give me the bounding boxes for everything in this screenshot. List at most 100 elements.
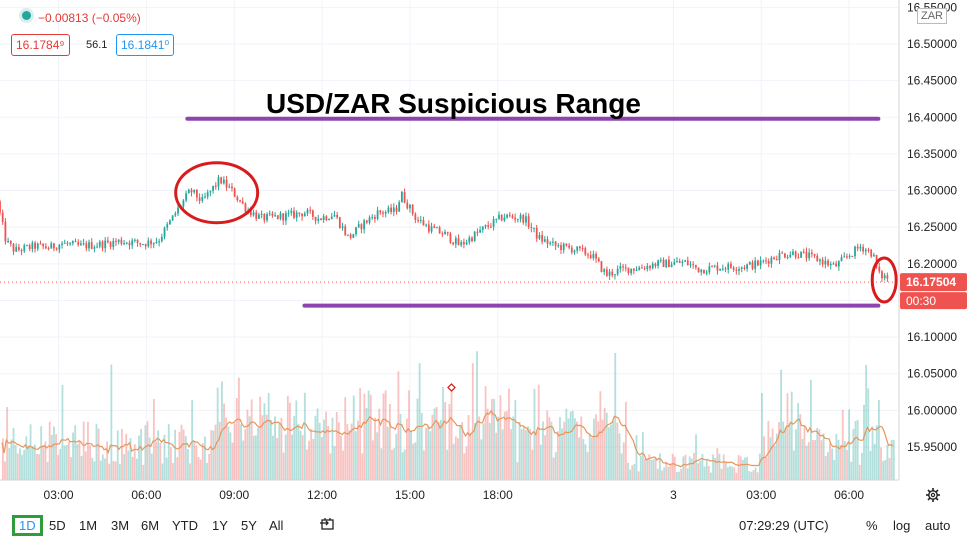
candle-body	[71, 241, 74, 244]
timeframe-6m[interactable]: 6M	[141, 518, 160, 533]
candle-body	[627, 267, 630, 274]
candle-body	[541, 235, 544, 242]
timeframe-5y[interactable]: 5Y	[241, 518, 257, 533]
volume-bar	[216, 387, 219, 480]
candle-body	[26, 245, 28, 247]
candle-body	[341, 226, 344, 228]
volume-bar	[595, 414, 598, 480]
time-axis[interactable]: 03:00 06:00 09:00 12:00 15:00 18:00 3 03:00 06:0…	[44, 488, 865, 502]
candle-body	[214, 185, 217, 187]
candle-body	[285, 213, 287, 221]
volume-bar	[820, 440, 823, 480]
volume-bar	[639, 455, 642, 480]
timeframe-1d[interactable]: 1D	[12, 515, 43, 536]
volume-bar	[654, 457, 657, 480]
current-price-label-bg	[900, 273, 967, 292]
volume-bar	[499, 395, 502, 480]
volume-bar	[520, 429, 523, 480]
candle-body	[263, 213, 266, 221]
candle-body	[740, 267, 743, 269]
volume-bar	[144, 425, 147, 480]
timeframe-all[interactable]: All	[269, 518, 284, 533]
volume-bar	[563, 421, 566, 480]
volume-bar	[55, 434, 57, 480]
gear-icon[interactable]	[925, 487, 941, 508]
bid-price-box[interactable]: 16.1784⁹	[11, 34, 70, 56]
candle-body	[290, 210, 293, 213]
volume-bar	[463, 453, 466, 480]
volume-bar	[344, 397, 347, 480]
bottom-toolbar: 1D 5D 1M 3M 6M YTD 1Y 5Y All 07:29:29 (U…	[0, 510, 967, 537]
volume-bar	[99, 460, 102, 480]
candle-body	[58, 244, 61, 250]
volume-bar	[388, 403, 391, 480]
candle-body	[392, 207, 395, 213]
volume-bar	[208, 453, 211, 480]
price-labels: 16.17504 00:30	[900, 273, 967, 310]
volume-bar	[442, 387, 444, 480]
candle-body	[686, 260, 689, 265]
volume-bar	[718, 453, 721, 480]
volume-bar	[422, 450, 425, 480]
volume-bar	[12, 427, 15, 480]
candle-body	[859, 246, 862, 249]
candle-body	[508, 214, 511, 216]
candle-body	[163, 227, 166, 237]
volume-bar	[246, 409, 249, 480]
volume-bar	[790, 391, 793, 480]
volume-bar	[607, 427, 610, 480]
timeframe-3m[interactable]: 3M	[111, 518, 130, 533]
candle-body	[9, 240, 12, 244]
candle-body	[762, 260, 765, 262]
volume-bar	[818, 429, 821, 480]
ask-price-box[interactable]: 16.1841⁰	[116, 34, 175, 56]
volume-bar	[610, 424, 612, 480]
timeframe-1y[interactable]: 1Y	[212, 518, 228, 533]
volume-bar	[484, 386, 487, 480]
percent-scale-toggle[interactable]: %	[866, 518, 878, 533]
candle-body	[562, 243, 565, 251]
candle-body	[101, 241, 104, 249]
candle-body	[708, 266, 711, 273]
y-tick-label: 16.10000	[907, 330, 957, 344]
volume-bar	[671, 453, 674, 480]
candle-body	[465, 242, 468, 245]
volume-bar	[771, 428, 774, 480]
volume-bar	[148, 437, 151, 480]
volume-bar	[157, 430, 160, 480]
candle-body	[757, 260, 759, 266]
timeframe-ytd[interactable]: YTD	[172, 518, 198, 533]
log-scale-toggle[interactable]: log	[893, 518, 911, 533]
candle-body	[252, 212, 255, 216]
price-axis[interactable]: 16.5500016.5000016.4500016.4000016.35000…	[907, 0, 957, 454]
timeframe-5d[interactable]: 5D	[49, 518, 66, 533]
candle-body	[436, 227, 438, 229]
volume-bar	[650, 459, 653, 480]
volume-bar	[754, 467, 757, 480]
compare-range-icon[interactable]	[320, 517, 336, 534]
candle-body	[403, 192, 406, 203]
market-status-dot	[22, 11, 31, 20]
volume-bar	[550, 421, 553, 480]
candle-body	[711, 266, 713, 268]
volume-bar	[146, 421, 149, 480]
volume-bar	[2, 438, 4, 480]
candle-body	[433, 226, 436, 228]
candle-body	[808, 252, 811, 259]
volume-bar	[850, 461, 853, 480]
current-price-label: 16.17504	[906, 275, 956, 289]
candle-body	[309, 209, 312, 211]
candle-body	[476, 231, 479, 233]
candle-body	[514, 217, 517, 220]
candle-body	[783, 253, 786, 258]
volume-bar	[280, 417, 283, 480]
utc-clock[interactable]: 07:29:29 (UTC)	[739, 518, 829, 533]
currency-badge[interactable]: ZAR	[917, 8, 947, 24]
timeframe-1m[interactable]: 1M	[79, 518, 98, 533]
candle-body	[792, 251, 794, 255]
auto-scale-toggle[interactable]: auto	[925, 518, 951, 533]
volume-bar	[788, 423, 791, 480]
volume-bar	[516, 462, 519, 480]
volume-bar	[769, 437, 772, 480]
